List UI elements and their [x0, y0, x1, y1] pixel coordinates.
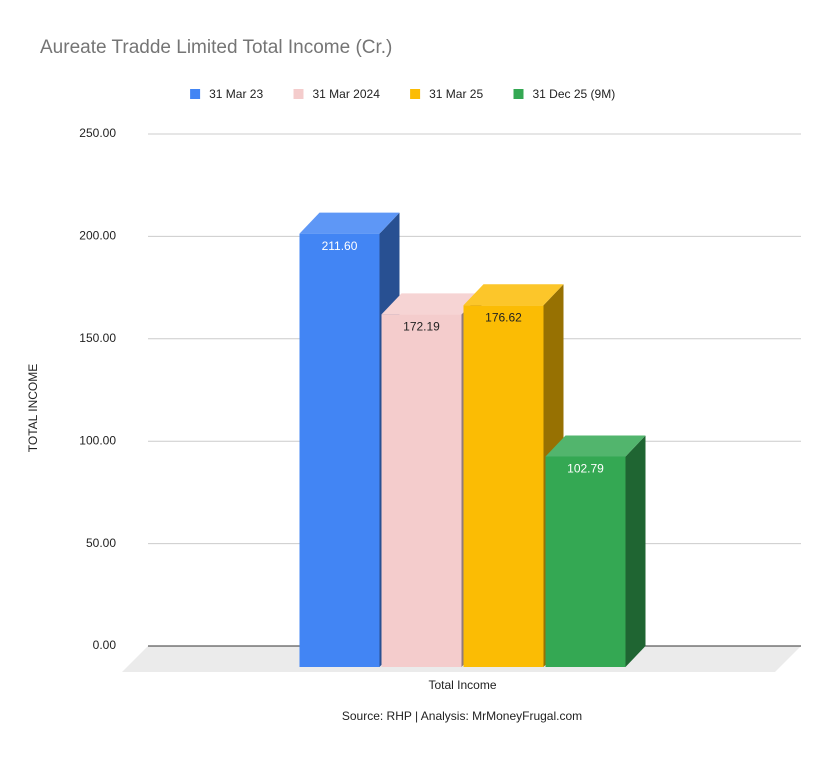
bar-front: [299, 233, 380, 668]
legend-label: 31 Mar 23: [209, 87, 263, 101]
y-tick-label: 50.00: [86, 536, 116, 550]
x-tick-label: Total Income: [428, 678, 496, 692]
chart-title: Aureate Tradde Limited Total Income (Cr.…: [40, 37, 392, 58]
bar-top: [381, 293, 482, 315]
legend-label: 31 Mar 25: [429, 87, 483, 101]
bar: [545, 435, 646, 667]
y-tick-label: 200.00: [79, 229, 116, 243]
y-tick-label: 250.00: [79, 126, 116, 140]
legend: 31 Mar 23 31 Mar 2024 31 Mar 25 31 Dec 25 (…: [190, 87, 615, 101]
data-label: 176.62: [485, 310, 522, 324]
data-label: 172.19: [403, 320, 440, 334]
legend-swatch: [410, 89, 421, 99]
legend-label: 31 Mar 2024: [313, 87, 381, 101]
bar-side: [625, 435, 646, 667]
bar-top: [299, 212, 400, 234]
source-note: Source: RHP | Analysis: MrMoneyFrugal.co…: [342, 709, 582, 723]
legend-swatch: [513, 89, 524, 99]
legend-swatch: [293, 89, 304, 99]
bar-front: [381, 314, 462, 667]
legend-label: 31 Dec 25 (9M): [533, 87, 616, 101]
bar-top: [463, 284, 564, 306]
y-tick-label: 100.00: [79, 433, 116, 447]
bar-top: [545, 435, 646, 457]
y-tick-label: 150.00: [79, 331, 116, 345]
y-tick-label: 0.00: [93, 638, 117, 652]
bar-front: [545, 456, 626, 667]
data-label: 211.60: [322, 239, 358, 253]
legend-swatch: [190, 89, 201, 99]
y-axis-title: TOTAL INCOME: [26, 364, 40, 452]
bar-front: [463, 305, 544, 667]
data-label: 102.79: [567, 462, 604, 476]
